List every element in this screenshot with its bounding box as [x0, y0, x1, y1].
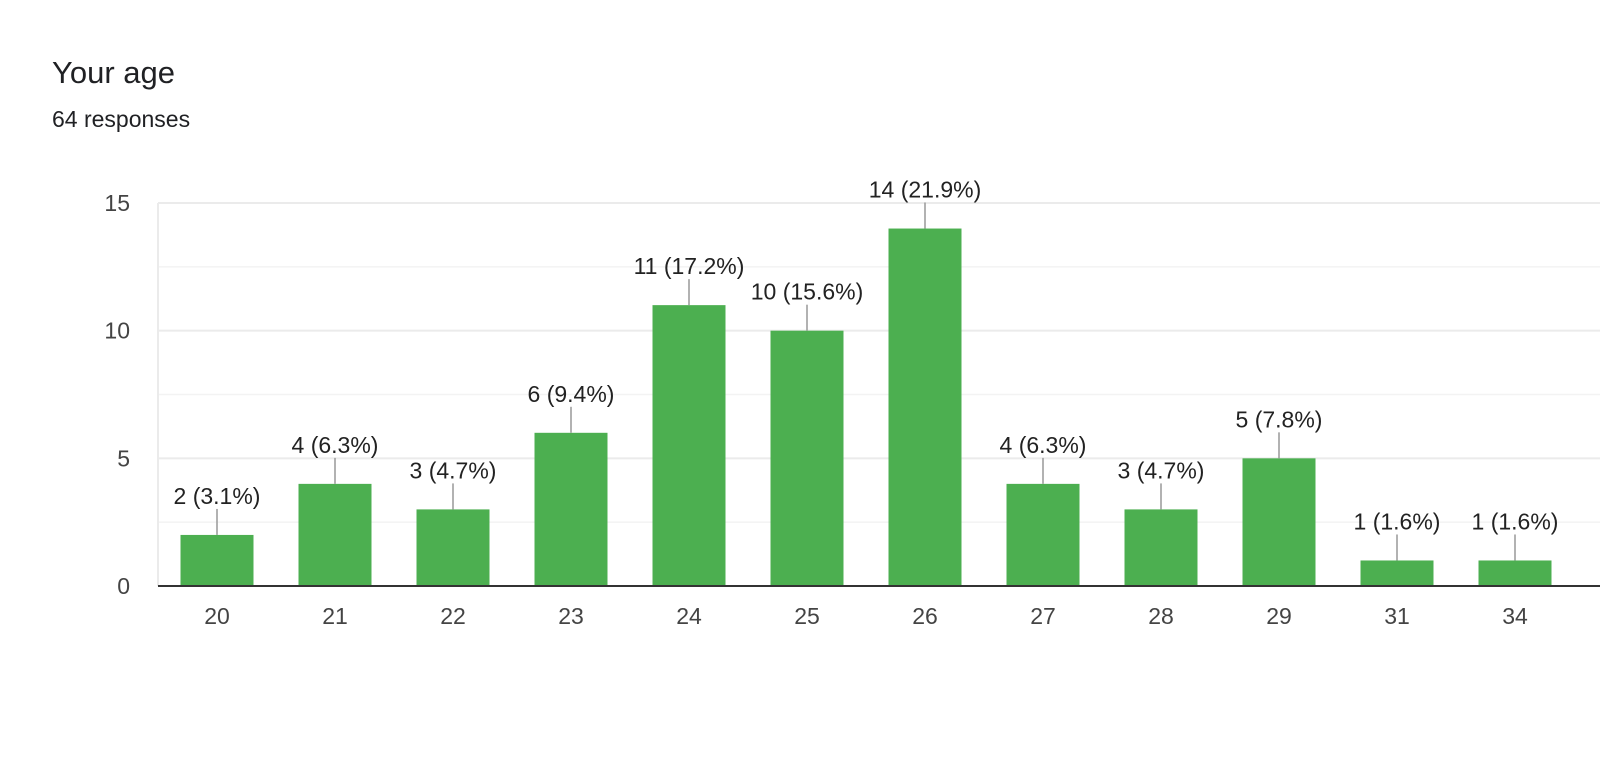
bar-27[interactable] [1006, 483, 1080, 586]
x-axis: 20 21 22 23 24 25 26 27 28 29 31 34 [158, 585, 1600, 629]
data-label-34: 1 (1.6%) [1472, 508, 1559, 534]
x-tick-label: 24 [676, 603, 702, 629]
x-tick-label: 28 [1148, 603, 1174, 629]
data-label-25: 10 (15.6%) [751, 279, 864, 305]
y-axis: 0 5 10 15 [104, 190, 159, 599]
x-tick-label: 34 [1502, 603, 1528, 629]
bar-28[interactable] [1124, 509, 1198, 586]
data-label-31: 1 (1.6%) [1354, 508, 1441, 534]
bar-22[interactable] [416, 509, 490, 586]
data-label-21: 4 (6.3%) [292, 432, 379, 458]
x-tick-label: 29 [1266, 603, 1292, 629]
x-tick-label: 21 [322, 603, 348, 629]
data-label-24: 11 (17.2%) [634, 253, 745, 279]
bar-34[interactable] [1478, 560, 1552, 586]
x-tick-label: 31 [1384, 603, 1410, 629]
data-label-26: 14 (21.9%) [869, 177, 982, 203]
x-tick-label: 26 [912, 603, 938, 629]
y-tick-label: 15 [104, 190, 130, 216]
data-label-28: 3 (4.7%) [1118, 457, 1205, 483]
data-label-23: 6 (9.4%) [528, 381, 615, 407]
x-tick-label: 22 [440, 603, 466, 629]
bar-31[interactable] [1360, 560, 1434, 586]
data-label-27: 4 (6.3%) [1000, 432, 1087, 458]
x-tick-label: 25 [794, 603, 820, 629]
data-label-22: 3 (4.7%) [410, 457, 497, 483]
bar-26[interactable] [888, 228, 962, 587]
bar-25[interactable] [770, 330, 844, 586]
data-label-20: 2 (3.1%) [174, 483, 261, 509]
response-count: 64 responses [52, 106, 191, 132]
bar-24[interactable] [652, 305, 726, 586]
data-labels: 2 (3.1%) 4 (6.3%) 3 (4.7%) 6 (9.4%) 11 (17.2… [174, 177, 1559, 561]
y-tick-label: 0 [117, 573, 130, 599]
y-tick-label: 5 [117, 445, 130, 471]
bar-20[interactable] [180, 534, 254, 586]
y-tick-label: 10 [104, 318, 130, 344]
bars [180, 228, 1552, 587]
bar-23[interactable] [534, 432, 608, 586]
grid-lines [158, 202, 1600, 523]
x-tick-label: 20 [204, 603, 230, 629]
bar-29[interactable] [1242, 458, 1316, 586]
bar-21[interactable] [298, 483, 372, 586]
chart-title: Your age [52, 55, 175, 90]
x-tick-label: 27 [1030, 603, 1056, 629]
x-tick-label: 23 [558, 603, 584, 629]
data-label-29: 5 (7.8%) [1236, 406, 1323, 432]
